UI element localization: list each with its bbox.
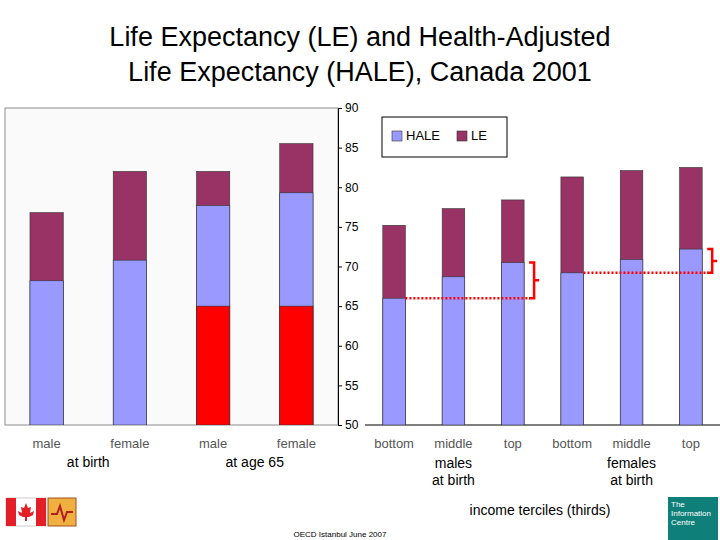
bar — [280, 193, 313, 425]
bar — [561, 177, 584, 425]
y-tick: 85 — [338, 141, 359, 155]
y-tick-mark — [338, 267, 342, 268]
source-note: OECD Istanbul June 2007 — [294, 530, 387, 539]
y-tick-label: 75 — [345, 220, 359, 234]
bar — [113, 260, 146, 425]
y-tick-label: 60 — [345, 339, 359, 353]
legend-label: LE — [471, 128, 487, 143]
y-tick-label: 50 — [345, 418, 359, 432]
plot-area — [30, 144, 717, 425]
category-label: bottom — [374, 436, 414, 451]
legend-swatch — [392, 131, 402, 141]
logo-text: TheInformationCentre — [671, 500, 711, 527]
chart-container: Life Expectancy (LE) and Health-Adjusted… — [0, 0, 720, 540]
health-icon-pulse — [51, 506, 73, 520]
y-tick: 90 — [338, 101, 359, 115]
legend-box — [382, 117, 507, 157]
category-label: bottom — [552, 436, 592, 451]
flag-field — [6, 498, 46, 526]
health-icon-box — [48, 498, 76, 526]
bar — [680, 249, 703, 425]
bar — [383, 225, 406, 425]
x-axis-title: income terciles (thirds) — [470, 502, 611, 518]
flag-icon — [6, 498, 46, 526]
y-tick-mark — [338, 227, 342, 228]
bar — [113, 171, 146, 425]
chart-title: Life Expectancy (LE) and Health-Adjusted… — [109, 22, 610, 87]
y-tick-mark — [338, 187, 342, 188]
group-label: at birth — [67, 454, 110, 470]
y-tick: 50 — [338, 418, 359, 432]
bar — [502, 200, 525, 425]
logo: TheInformationCentre — [668, 497, 718, 540]
y-tick-label: 70 — [345, 260, 359, 274]
flag-band — [36, 498, 46, 526]
annotation-bracket — [529, 263, 539, 299]
y-tick-label: 55 — [345, 379, 359, 393]
category-label: top — [682, 436, 700, 451]
bar — [680, 167, 703, 425]
y-tick-label: 65 — [345, 299, 359, 313]
category-label: top — [504, 436, 522, 451]
bar — [280, 144, 313, 425]
bar — [196, 306, 229, 425]
flag-leaf — [18, 503, 34, 521]
legend-swatch — [457, 131, 467, 141]
legend: HALE LE — [382, 117, 507, 157]
y-tick-mark — [338, 306, 342, 307]
bar — [620, 171, 643, 425]
y-tick: 80 — [338, 181, 359, 195]
y-tick-mark — [338, 346, 342, 347]
annotation-bracket — [707, 249, 717, 273]
y-tick: 55 — [338, 379, 359, 393]
annotation-dotted-line — [583, 272, 708, 275]
y-axis-line — [339, 109, 343, 426]
logo-box — [668, 497, 718, 540]
category-label: male — [199, 436, 227, 451]
right-panel-baseline — [365, 425, 720, 426]
bar — [30, 281, 63, 425]
group-label: femalesat birth — [607, 455, 656, 488]
y-tick-mark — [338, 108, 342, 109]
y-tick-label: 80 — [345, 181, 359, 195]
category-label: female — [110, 436, 149, 451]
bar — [442, 209, 465, 425]
group-label: malesat birth — [432, 455, 475, 488]
bar — [196, 205, 229, 425]
y-tick-mark — [338, 385, 342, 386]
y-tick: 70 — [338, 260, 359, 274]
y-tick: 60 — [338, 339, 359, 353]
bar — [196, 171, 229, 425]
bar — [383, 298, 406, 425]
y-tick-label: 85 — [345, 141, 359, 155]
health-icon — [48, 498, 76, 526]
category-label: male — [33, 436, 61, 451]
bar — [620, 259, 643, 425]
y-tick: 75 — [338, 220, 359, 234]
flag-band — [6, 498, 16, 526]
group-label: at age 65 — [226, 454, 285, 470]
y-tick: 65 — [338, 299, 359, 313]
category-label: female — [277, 436, 316, 451]
category-label: middle — [434, 436, 472, 451]
y-tick-mark — [338, 148, 342, 149]
legend-label: HALE — [406, 128, 440, 143]
bar — [30, 213, 63, 425]
bar — [280, 306, 313, 425]
chart-svg: Life Expectancy (LE) and Health-Adjusted… — [0, 0, 720, 540]
left-panel-frame — [5, 108, 338, 425]
category-label: middle — [612, 436, 650, 451]
bar — [561, 273, 584, 425]
bar — [502, 263, 525, 425]
annotation-dotted-line — [405, 297, 530, 300]
y-axis: 50 55 60 65 70 75 80 85 90 — [338, 101, 359, 432]
y-tick-mark — [338, 425, 342, 426]
y-tick-label: 90 — [345, 101, 359, 115]
